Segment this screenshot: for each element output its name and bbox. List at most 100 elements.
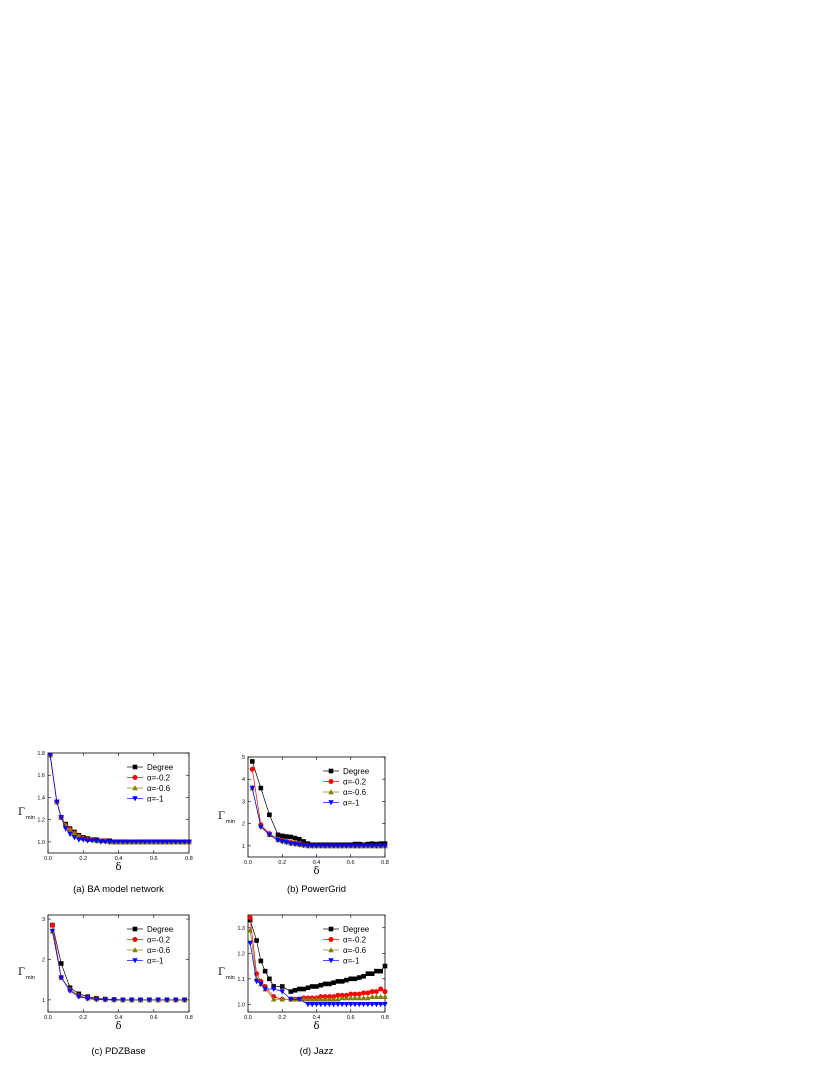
x-tick-label: 0.6 <box>347 860 355 866</box>
x-tick-label: 0.6 <box>347 1015 355 1021</box>
data-point-3 <box>373 843 380 849</box>
data-point-0 <box>262 968 268 974</box>
data-point-3 <box>382 1002 388 1008</box>
y-axis-label: Γ <box>18 967 25 978</box>
data-point-3 <box>137 997 144 1003</box>
data-point-3 <box>270 986 277 992</box>
data-point-2 <box>335 996 341 1002</box>
data-point-3 <box>335 843 341 849</box>
data-point-3 <box>120 839 126 845</box>
x-tick-label: 0.8 <box>381 860 389 866</box>
legend-label: α=-0.6 <box>147 784 171 793</box>
data-point-1 <box>348 991 354 997</box>
data-point-2 <box>343 995 350 1001</box>
y-tick-label: 5 <box>242 755 245 761</box>
panel-caption: (a) BA model network <box>73 884 164 895</box>
data-point-3 <box>275 838 281 844</box>
data-point-3 <box>369 1002 375 1008</box>
data-point-0 <box>297 836 302 842</box>
legend-label: α=-1 <box>343 799 360 808</box>
data-point-0 <box>327 981 332 987</box>
data-point-3 <box>173 997 179 1003</box>
data-point-1 <box>382 989 388 995</box>
y-tick-label: 3 <box>42 917 45 923</box>
y-tick-label: 1.4 <box>37 795 45 801</box>
data-point-3 <box>58 975 64 981</box>
data-point-3 <box>382 843 388 849</box>
data-point-3 <box>151 839 157 845</box>
data-point-0 <box>288 834 294 840</box>
data-point-3 <box>326 1002 333 1008</box>
data-point-3 <box>80 837 86 843</box>
data-point-0 <box>58 961 64 966</box>
data-point-2 <box>339 995 345 1001</box>
panel-1: 0.0 0.2 0.4 0.6 0.8 1 2 3 4 5 δ Γ min (b) PowerGrid De… <box>218 755 389 895</box>
data-point-1 <box>361 990 367 996</box>
data-point-3 <box>102 839 108 845</box>
data-point-2 <box>360 995 367 1001</box>
data-point-3 <box>279 839 285 845</box>
data-point-3 <box>296 996 303 1003</box>
data-point-3 <box>335 1002 341 1008</box>
data-point-3 <box>258 824 264 830</box>
data-point-2 <box>318 996 324 1002</box>
legend-label: α=-0.6 <box>343 788 367 797</box>
y-tick-label: 1.3 <box>237 926 245 932</box>
y-tick-label: 1.0 <box>37 840 45 846</box>
data-point-2 <box>71 830 78 836</box>
data-point-3 <box>313 1002 320 1008</box>
data-point-0 <box>279 984 285 989</box>
data-point-3 <box>168 839 175 845</box>
data-point-2 <box>247 927 253 933</box>
data-point-2 <box>382 993 388 999</box>
data-point-0 <box>382 963 388 969</box>
data-point-3 <box>124 839 131 845</box>
data-point-3 <box>89 838 95 844</box>
data-point-3 <box>318 843 324 849</box>
data-point-1 <box>365 990 371 996</box>
data-point-3 <box>288 841 294 847</box>
data-point-1 <box>352 991 358 997</box>
x-tick-label: 0.2 <box>79 1015 87 1021</box>
y-tick-label: 1.2 <box>237 951 245 957</box>
data-point-3 <box>288 996 294 1003</box>
data-point-3 <box>173 839 179 845</box>
data-point-3 <box>309 1002 315 1008</box>
legend-marker <box>132 926 138 932</box>
y-tick-label: 1 <box>242 844 245 850</box>
data-point-0 <box>305 985 311 991</box>
y-axis-label-sub: min <box>226 975 235 981</box>
y-tick-label: 2 <box>42 957 45 963</box>
data-point-3 <box>93 838 100 844</box>
legend-label: α=-1 <box>343 957 360 966</box>
data-point-2 <box>279 996 285 1002</box>
data-point-3 <box>111 997 117 1003</box>
data-point-0 <box>271 984 276 989</box>
y-axis-label-sub: min <box>26 975 35 981</box>
data-point-3 <box>146 997 153 1003</box>
data-point-1 <box>373 989 379 995</box>
y-tick-label: 1.8 <box>37 751 45 757</box>
data-point-3 <box>76 837 82 843</box>
data-point-3 <box>155 839 161 845</box>
data-point-3 <box>343 1002 350 1008</box>
legend-marker <box>328 947 334 953</box>
data-point-3 <box>339 843 345 849</box>
data-point-0 <box>352 976 358 982</box>
data-point-2 <box>322 996 328 1002</box>
data-point-0 <box>297 986 302 992</box>
data-point-0 <box>348 976 354 982</box>
data-point-3 <box>93 997 100 1003</box>
data-point-0 <box>279 833 285 839</box>
data-point-1 <box>356 991 362 997</box>
data-point-1 <box>49 922 55 928</box>
data-point-3 <box>330 1002 337 1008</box>
data-point-3 <box>330 843 337 849</box>
data-point-3 <box>309 843 315 849</box>
data-point-3 <box>352 843 358 849</box>
data-point-3 <box>249 785 255 792</box>
data-point-3 <box>67 988 73 994</box>
legend-marker <box>132 796 138 802</box>
legend-marker <box>328 958 334 964</box>
data-point-0 <box>267 812 272 818</box>
